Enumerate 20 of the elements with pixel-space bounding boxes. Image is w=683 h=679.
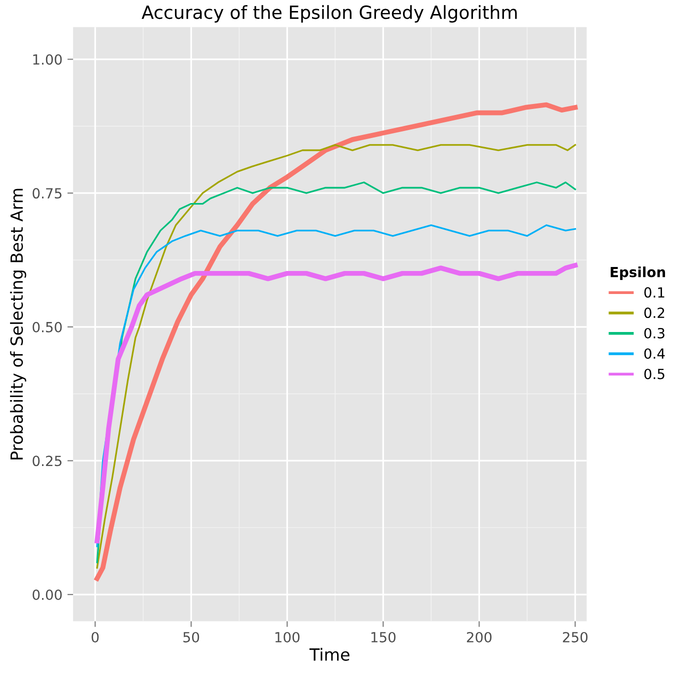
x-axis-title: Time xyxy=(309,648,350,661)
x-tick-label: 50 xyxy=(183,632,200,642)
legend-label: 0.3 xyxy=(644,328,664,338)
x-tick-label: 250 xyxy=(562,632,588,642)
y-axis-title: Probability of Selecting Best Arm xyxy=(10,188,26,460)
x-tick-label: 200 xyxy=(466,632,492,642)
x-tick-label: 150 xyxy=(371,632,396,642)
y-tick-label: 1.00 xyxy=(33,54,62,65)
x-tick-label: 0 xyxy=(92,632,99,642)
legend-label: 0.4 xyxy=(644,348,665,359)
legend-title: Epsilon xyxy=(610,266,666,280)
x-tick-label: 100 xyxy=(275,632,300,642)
y-tick-label: 0.75 xyxy=(32,188,62,199)
legend-label: 0.2 xyxy=(644,308,664,318)
legend-label: 0.1 xyxy=(644,287,664,298)
y-tick-label: 0.50 xyxy=(32,322,62,332)
y-tick-label: 0.00 xyxy=(32,589,62,600)
legend-label: 0.5 xyxy=(644,368,664,380)
chart-title: Accuracy of the Epsilon Greedy Algorithm xyxy=(142,5,517,23)
y-tick-label: 0.25 xyxy=(32,456,62,466)
